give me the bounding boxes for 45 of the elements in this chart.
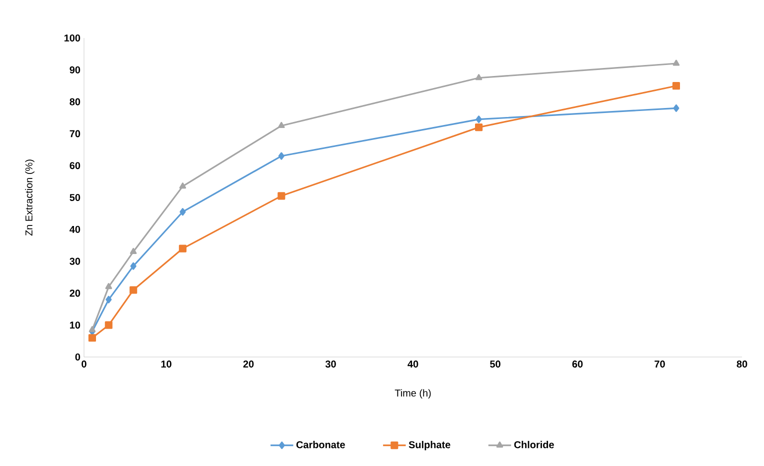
point bbox=[673, 104, 680, 112]
point bbox=[178, 244, 186, 252]
point bbox=[476, 116, 482, 124]
y-tick-label: 80 bbox=[70, 98, 80, 106]
point bbox=[104, 321, 112, 329]
y-tick-label: 60 bbox=[70, 162, 80, 170]
point bbox=[130, 248, 137, 254]
point bbox=[672, 82, 680, 90]
y-tick-label: 20 bbox=[70, 290, 80, 297]
y-tick-label: 90 bbox=[70, 66, 80, 74]
point bbox=[106, 296, 112, 304]
point bbox=[475, 74, 482, 80]
point bbox=[179, 182, 186, 189]
x-tick-label: 50 bbox=[490, 360, 500, 368]
y-axis-title: Zn Extraction (%) bbox=[25, 160, 34, 236]
y-tick-label: 70 bbox=[70, 130, 80, 138]
point bbox=[180, 208, 186, 216]
point bbox=[130, 286, 138, 294]
point bbox=[88, 334, 96, 342]
y-tick-label: 100 bbox=[64, 34, 80, 42]
x-tick-label: 30 bbox=[325, 360, 336, 368]
y-tick-label: 10 bbox=[70, 322, 80, 329]
point bbox=[278, 152, 284, 160]
legend-label: Carbonate bbox=[296, 440, 345, 448]
point bbox=[88, 326, 96, 332]
point bbox=[130, 262, 136, 270]
x-axis-title: Time (h) bbox=[394, 389, 431, 399]
point bbox=[278, 192, 286, 200]
legend-label: Chloride bbox=[514, 440, 554, 448]
point bbox=[278, 122, 285, 128]
y-tick-label: 30 bbox=[70, 258, 80, 265]
x-tick-label: 0 bbox=[82, 360, 86, 368]
x-tick-label: 10 bbox=[161, 360, 172, 368]
point bbox=[105, 283, 112, 290]
x-tick-label: 60 bbox=[572, 360, 583, 368]
y-tick-label: 40 bbox=[70, 226, 80, 233]
point bbox=[475, 124, 483, 132]
y-tick-label: 50 bbox=[70, 194, 80, 202]
x-tick-label: 20 bbox=[243, 360, 254, 368]
x-tick-label: 80 bbox=[736, 360, 748, 368]
legend-label: Sulphate bbox=[408, 440, 450, 450]
y-tick-label: 0 bbox=[75, 353, 80, 361]
point bbox=[672, 60, 680, 66]
x-tick-label: 70 bbox=[654, 360, 665, 368]
x-tick-label: 40 bbox=[408, 360, 418, 368]
